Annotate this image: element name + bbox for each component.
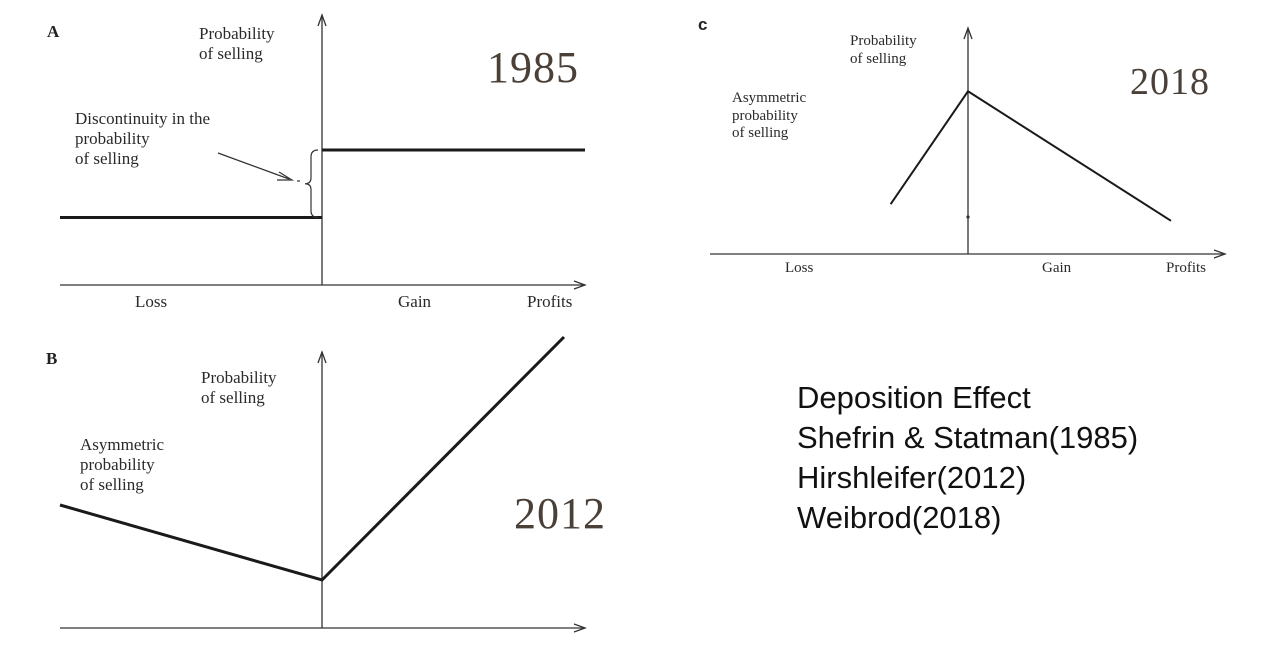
reference-item: Deposition Effect <box>797 380 1031 415</box>
chart-a-annotation: Discontinuity in the probability of sell… <box>75 109 211 169</box>
y-axis-arrow <box>317 13 327 27</box>
y-axis-arrow <box>317 350 327 364</box>
references-list: Deposition Effect Shefrin & Statman(1985… <box>797 378 1138 538</box>
panel-b-label: B <box>46 349 58 368</box>
chart-c-ylabel: Probability of selling <box>850 33 917 67</box>
chart-c-annotation: Asymmetric probability of selling <box>732 90 807 142</box>
chart-c-canvas <box>710 26 1227 259</box>
chart-c-year: 2018 <box>1130 61 1210 103</box>
discontinuity-brace <box>304 149 319 219</box>
y-axis-dot <box>966 215 970 219</box>
reference-item: Shefrin & Statman(1985) <box>797 420 1139 455</box>
chart-panel-b: B Probability of selling Asymmetric prob… <box>0 330 640 663</box>
reference-item: Weibrod(2018) <box>797 500 1002 535</box>
x-axis-arrow <box>573 280 587 290</box>
chart-c-xlabel-profits: Profits <box>1166 260 1207 276</box>
chart-b-annotation: Asymmetric probability of selling <box>80 435 165 495</box>
chart-a-xlabel-loss: Loss <box>135 292 168 311</box>
chart-a-year: 1985 <box>487 43 579 92</box>
panel-c-label: c <box>698 15 708 34</box>
chart-panel-c: c Probability of selling 2018 Asymmetric… <box>690 0 1250 300</box>
chart-a-xlabel-gain: Gain <box>398 292 432 311</box>
chart-b-ylabel: Probability of selling <box>201 368 277 408</box>
chart-a-xlabel-profits: Profits <box>527 292 573 311</box>
series-line-1 <box>889 89 1172 222</box>
panel-a-label: A <box>47 22 60 41</box>
annotation-arrow-line <box>217 152 290 180</box>
chart-a-ylabel: Probability of selling <box>199 24 275 64</box>
reference-item: Hirshleifer(2012) <box>797 460 1027 495</box>
series-line-1 <box>59 335 566 582</box>
x-axis-arrow <box>1213 249 1227 259</box>
x-axis-arrow <box>573 623 587 633</box>
chart-a-canvas <box>60 13 587 290</box>
chart-panel-a: A Probability of selling 1985 Discontinu… <box>0 0 640 330</box>
annotation-arrow-head <box>277 171 295 181</box>
chart-b-year: 2012 <box>514 489 606 538</box>
chart-c-xlabel-gain: Gain <box>1042 260 1072 276</box>
y-axis-arrow <box>963 26 973 40</box>
chart-b-canvas <box>59 335 587 633</box>
chart-c-xlabel-loss: Loss <box>785 260 814 276</box>
